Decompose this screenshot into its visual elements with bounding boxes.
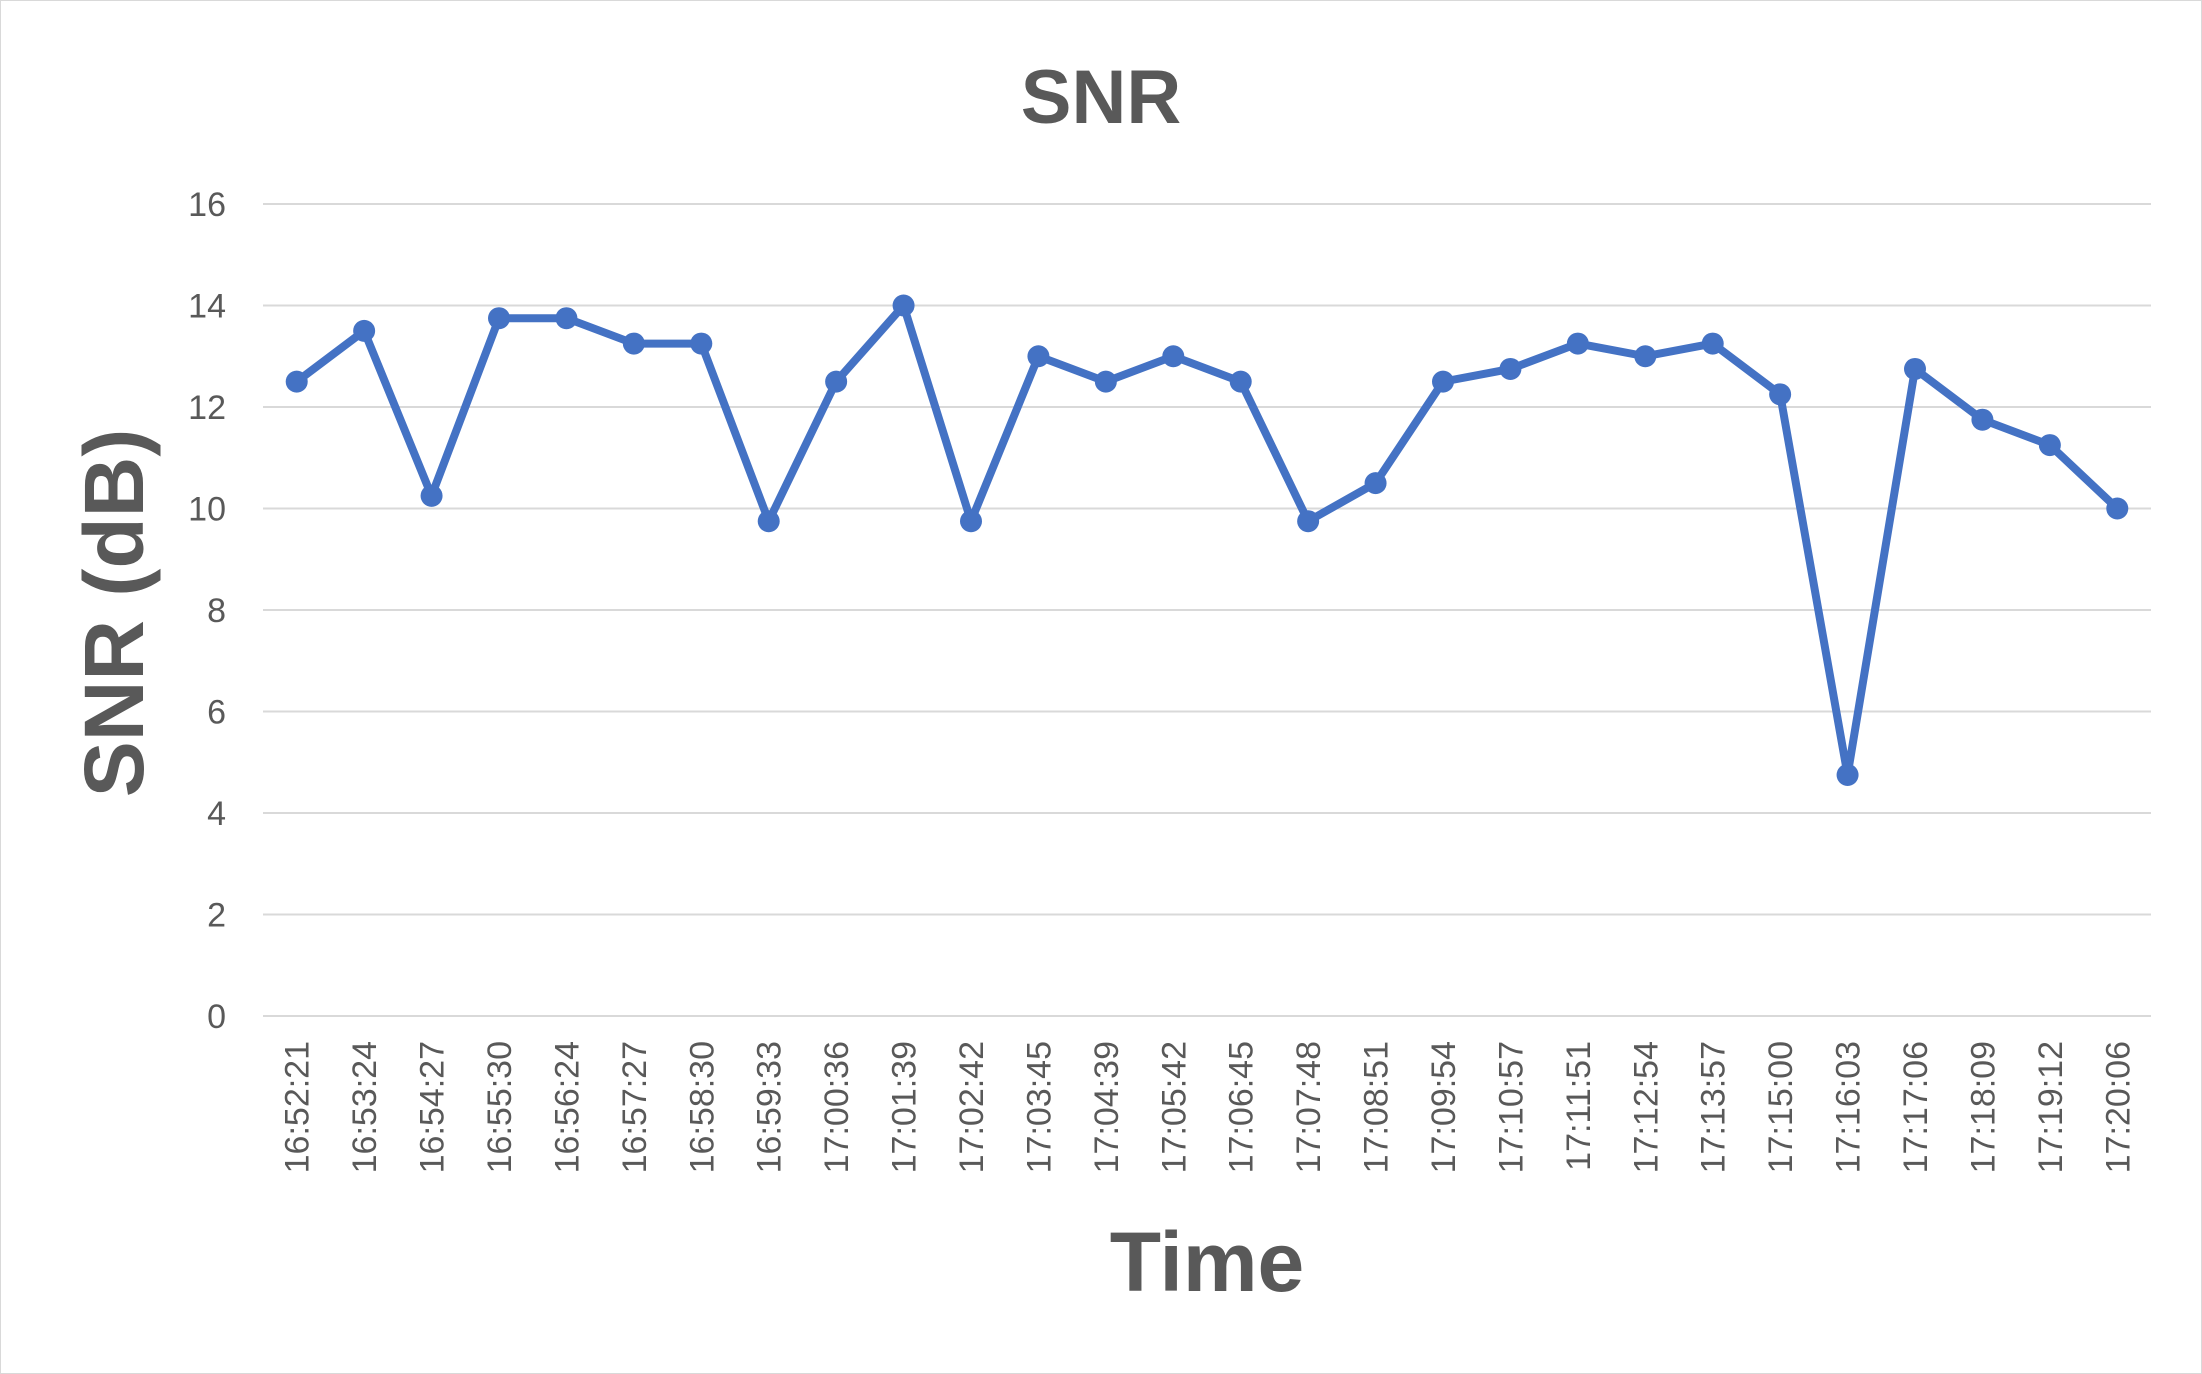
data-point [757, 510, 780, 533]
data-point [1432, 370, 1454, 393]
data-point [285, 370, 308, 393]
y-tick-label: 10 [188, 491, 226, 529]
y-axis-title: SNR (dB) [67, 429, 161, 798]
data-point [1094, 370, 1117, 393]
data-point [1634, 345, 1657, 368]
x-tick-label: 17:10:57 [1492, 1041, 1530, 1173]
x-tick-label: 17:04:39 [1088, 1041, 1126, 1173]
x-tick-label: 17:13:57 [1695, 1041, 1733, 1173]
data-point [892, 294, 915, 317]
x-tick-label: 17:09:54 [1425, 1041, 1463, 1173]
data-point [555, 307, 578, 330]
gridlines [263, 203, 2151, 1017]
data-point [1971, 408, 1994, 431]
data-point [1566, 332, 1589, 355]
x-tick-label: 16:57:27 [616, 1041, 654, 1173]
data-point [622, 332, 645, 355]
y-tick-label: 4 [207, 795, 226, 833]
data-point [1297, 510, 1320, 533]
x-tick-label: 16:54:27 [414, 1041, 452, 1173]
data-point [1364, 472, 1387, 495]
x-tick-label: 17:20:06 [2099, 1041, 2137, 1173]
data-point [1229, 370, 1252, 393]
data-point [1499, 357, 1522, 380]
data-point [1027, 345, 1050, 368]
data-point [1162, 345, 1185, 368]
data-point [1769, 383, 1792, 406]
y-tick-label: 6 [207, 694, 226, 732]
x-tick-label: 17:12:54 [1627, 1041, 1665, 1173]
data-point [353, 319, 376, 342]
y-tick-label: 8 [207, 592, 226, 630]
data-point [960, 510, 982, 533]
x-axis-tick-labels: 16:52:21 16:53:24 16:54:27 16:55:30 16:56:24… [279, 1041, 2138, 1173]
x-tick-label: 16:58:30 [683, 1041, 721, 1173]
x-tick-label: 16:56:24 [548, 1041, 586, 1173]
x-tick-label: 17:19:12 [2032, 1041, 2070, 1173]
y-tick-label: 14 [188, 288, 226, 326]
x-tick-label: 17:00:36 [818, 1041, 856, 1173]
data-point [2106, 497, 2129, 520]
x-tick-label: 16:53:24 [346, 1041, 384, 1173]
x-tick-label: 17:07:48 [1290, 1041, 1328, 1173]
x-tick-label: 17:17:06 [1897, 1041, 1935, 1173]
data-point [1836, 763, 1859, 786]
x-tick-label: 17:08:51 [1358, 1041, 1396, 1173]
x-tick-label: 17:18:09 [1964, 1041, 2002, 1173]
y-tick-label: 2 [207, 897, 226, 935]
y-tick-label: 0 [207, 998, 226, 1036]
data-point [825, 370, 848, 393]
x-tick-label: 17:05:42 [1155, 1041, 1193, 1173]
data-point [1701, 332, 1724, 355]
x-tick-label: 17:06:45 [1223, 1041, 1261, 1173]
y-tick-label: 16 [188, 186, 226, 224]
x-axis-title: Time [1110, 1215, 1305, 1309]
y-axis-tick-labels: 0 2 4 6 8 10 12 14 16 [188, 186, 226, 1036]
data-point [488, 307, 510, 330]
x-tick-label: 17:11:51 [1560, 1041, 1598, 1171]
x-tick-label: 16:55:30 [481, 1041, 519, 1173]
data-point [420, 484, 443, 507]
x-tick-label: 17:15:00 [1762, 1041, 1800, 1173]
x-tick-label: 17:03:45 [1020, 1041, 1058, 1173]
series-line [292, 301, 2122, 779]
x-tick-label: 17:16:03 [1830, 1041, 1868, 1173]
x-tick-label: 16:52:21 [279, 1041, 317, 1173]
x-tick-label: 16:59:33 [751, 1041, 789, 1173]
x-tick-label: 17:01:39 [886, 1041, 924, 1173]
x-tick-label: 17:02:42 [953, 1041, 991, 1173]
y-tick-label: 12 [188, 389, 226, 427]
data-point [690, 332, 713, 355]
series-snr [285, 294, 2129, 786]
data-point [1904, 357, 1926, 380]
chart-title: SNR [1021, 55, 1181, 140]
data-point [2038, 434, 2061, 457]
